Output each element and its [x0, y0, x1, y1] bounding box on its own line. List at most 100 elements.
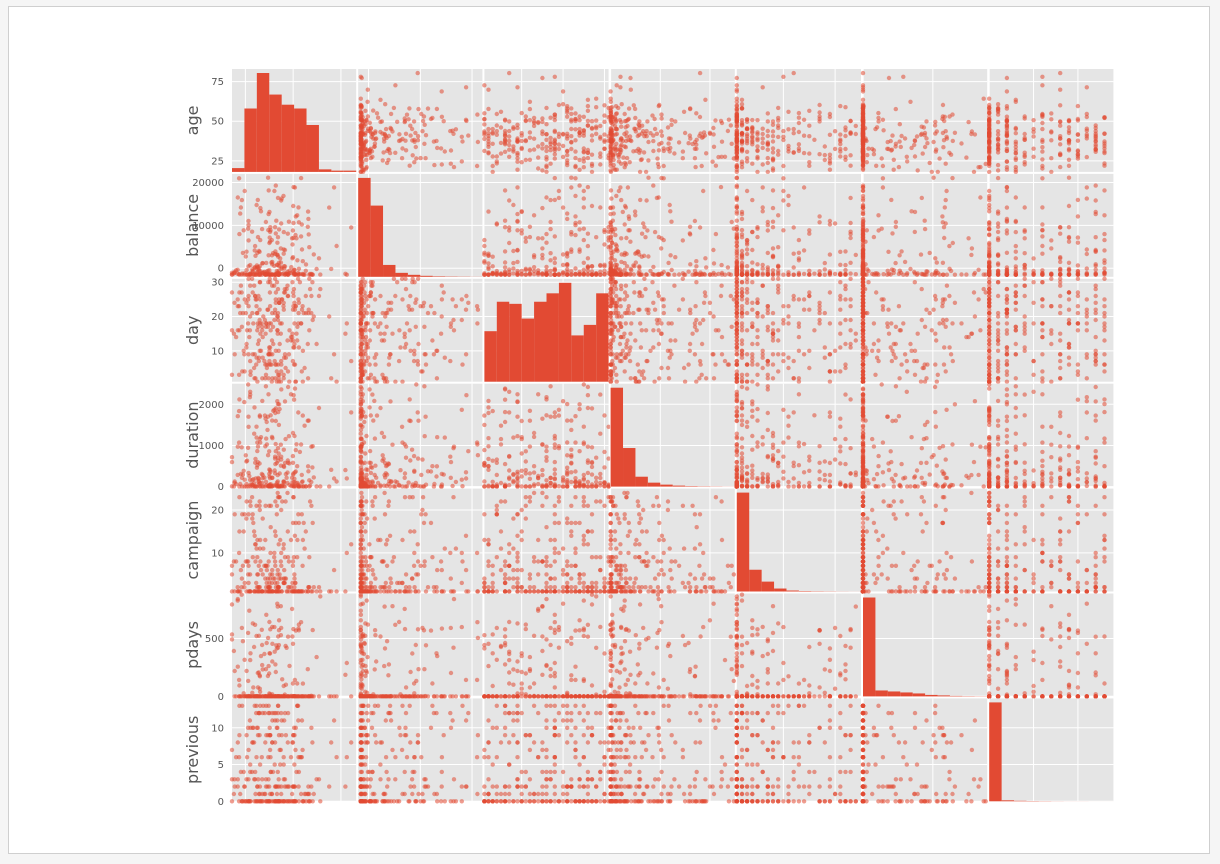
scatter-point [536, 236, 541, 241]
scatter-point [282, 266, 287, 271]
scatter-point [1022, 131, 1027, 137]
scatter-point [573, 127, 578, 132]
scatter-point [755, 148, 760, 153]
scatter-point [817, 102, 822, 108]
scatter-point [713, 118, 718, 123]
scatter-point [902, 259, 908, 265]
scatter-point [776, 268, 781, 274]
scatter-point [1058, 331, 1063, 336]
scatter-point [611, 211, 616, 216]
scatter-point [765, 219, 770, 225]
scatter-point [995, 321, 1001, 326]
scatter-point [1084, 328, 1090, 333]
histogram-bar [232, 168, 245, 172]
scatter-point [400, 146, 405, 151]
histogram-bar [269, 94, 282, 172]
scatter-point [966, 119, 971, 125]
scatter-point [791, 358, 796, 364]
scatter-point [876, 110, 881, 116]
scatter-point [908, 266, 913, 272]
scatter-point [398, 138, 403, 143]
scatter-point [876, 338, 881, 343]
scatter-point [987, 226, 992, 232]
scatter-point [860, 111, 866, 116]
scatter-point [413, 300, 418, 305]
scatter-point [718, 293, 724, 299]
scatter-point [608, 304, 613, 309]
scatter-point [848, 297, 853, 302]
scatter-point [1084, 247, 1090, 252]
scatter-point [719, 283, 724, 288]
scatter-point [637, 119, 642, 124]
scatter-point [734, 379, 739, 384]
scatter-point [365, 355, 371, 360]
scatter-point [734, 362, 739, 367]
scatter-point [1093, 300, 1098, 305]
scatter-point [719, 352, 725, 357]
scatter-point [556, 272, 562, 277]
scatter-point [611, 334, 616, 340]
scatter-point [565, 152, 570, 158]
scatter-point [416, 341, 421, 347]
scatter-point [927, 310, 932, 316]
scatter-point [739, 105, 745, 111]
scatter-point [719, 270, 725, 276]
scatter-point [386, 146, 391, 152]
scatter-point [659, 331, 664, 336]
scatter-point [1040, 126, 1045, 132]
scatter-point [838, 369, 843, 374]
scatter-point [297, 271, 303, 277]
scatter-point [734, 268, 739, 273]
scatter-point [608, 89, 613, 94]
scatter-point [370, 314, 375, 319]
scatter-point [383, 102, 388, 107]
scatter-point [755, 362, 760, 367]
scatter-point [1004, 331, 1010, 336]
scatter-point [704, 265, 709, 270]
scatter-point [704, 151, 709, 156]
scatter-point [1040, 321, 1045, 326]
scatter-point [786, 149, 791, 154]
scatter-point [796, 110, 802, 116]
scatter-point [639, 157, 644, 162]
scatter-point [623, 321, 628, 326]
scatter-point [876, 213, 881, 218]
scatter-point [1075, 263, 1081, 268]
scatter-point [448, 148, 454, 153]
scatter-point [969, 131, 974, 137]
scatter-point [929, 169, 934, 175]
scatter-point [817, 110, 822, 115]
scatter-point [659, 112, 664, 117]
scatter-point [380, 131, 385, 136]
scatter-point [848, 276, 853, 281]
scatter-point [914, 358, 920, 364]
scatter-point [267, 358, 272, 364]
scatter-point [760, 162, 765, 167]
scatter-point [971, 290, 977, 295]
scatter-point [912, 209, 918, 215]
scatter-point [266, 188, 271, 193]
scatter-point [361, 167, 367, 172]
scatter-point [860, 150, 866, 155]
scatter-point [964, 272, 969, 277]
scatter-point [540, 116, 545, 121]
scatter-point [796, 348, 802, 353]
scatter-point [232, 300, 237, 305]
scatter-point [770, 205, 776, 211]
scatter-point [349, 358, 354, 364]
scatter-point [548, 226, 553, 232]
scatter-point [750, 280, 755, 285]
scatter-point [581, 260, 586, 265]
scatter-point [1004, 106, 1010, 111]
scatter-point [544, 132, 549, 137]
scatter-point [1004, 228, 1010, 233]
scatter-point [531, 272, 537, 277]
scatter-point [912, 348, 918, 353]
scatter-point [725, 128, 731, 134]
scatter-point [573, 163, 578, 169]
scatter-point [1049, 129, 1054, 134]
scatter-point [918, 379, 924, 384]
scatter-point [734, 164, 739, 170]
cell-day-pdays [860, 276, 988, 384]
scatter-point [765, 119, 770, 124]
